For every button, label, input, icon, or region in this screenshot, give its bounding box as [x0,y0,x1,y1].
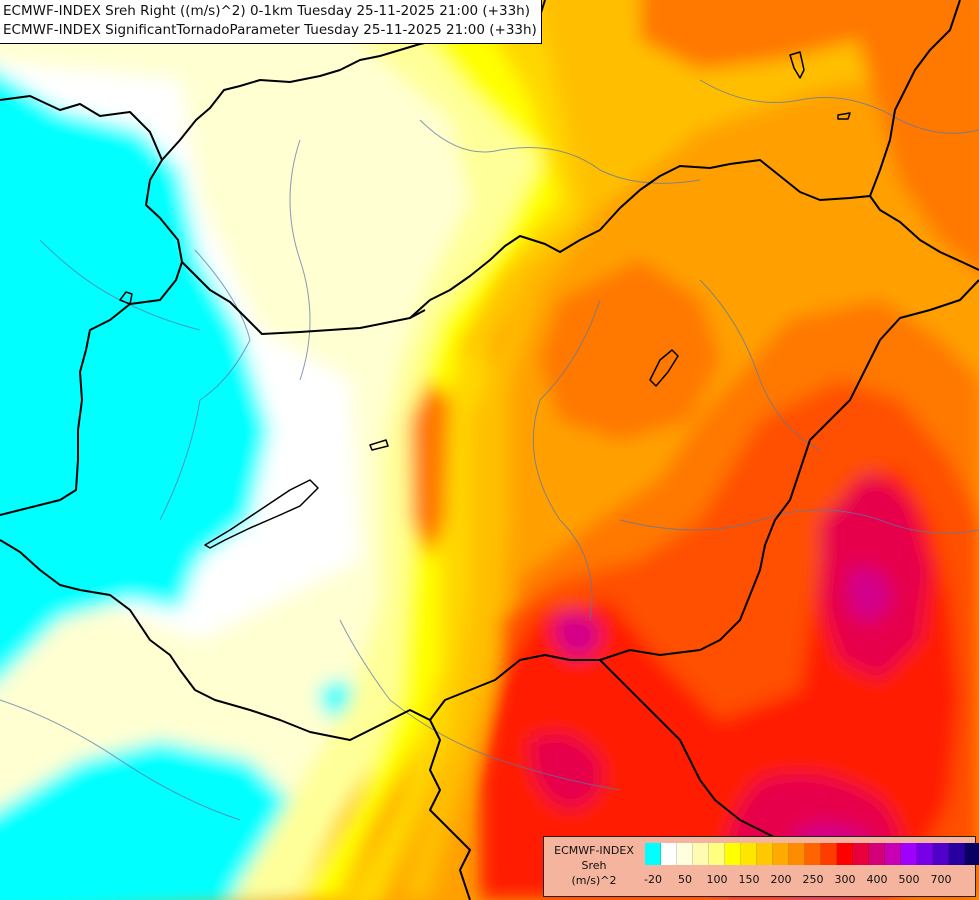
border-west-lake [204,479,319,549]
border-north-blob [789,51,805,79]
legend-swatch [757,843,773,865]
border-east [429,279,979,721]
field-cyan-southwest [0,740,310,900]
field-dark-orange-strip [410,380,450,560]
legend-swatch [677,843,693,865]
legend-swatch [821,843,837,865]
legend-swatch [853,843,869,865]
field-cyan-west [0,72,270,680]
legend-swatch [693,843,709,865]
river-west [159,249,251,521]
legend-title-line-3: (m/s)^2 [571,874,617,887]
field-crimson-south [530,733,602,810]
legend-tick-label: 250 [802,873,824,886]
border-northeast [869,0,961,197]
river-north [419,119,701,184]
legend-tick-label: 500 [898,873,920,886]
border-south [599,659,781,841]
legend-swatch [901,843,917,865]
river-central [289,139,311,381]
legend-swatch [773,843,789,865]
legend-swatch [885,843,901,865]
legend-tick-labels: -20 50 100 150 200 250 300 400 500 700 [644,873,969,889]
map-title-line-2: ECMWF-INDEX SignificantTornadoParameter … [3,22,537,38]
legend-tick-label: 700 [930,873,952,886]
field-magenta-core [847,567,890,622]
field-dark-orange-central [540,260,720,440]
river-northeast [699,79,979,134]
border-southwest [0,539,471,900]
legend-tick-label: -20 [644,873,662,886]
legend-swatch [725,843,741,865]
legend-swatch [917,843,933,865]
legend-tick-label: 200 [770,873,792,886]
border-north-small [837,112,851,120]
river-east2 [699,279,821,451]
border-lake-small [369,439,389,451]
field-dark-orange-top [640,0,860,70]
legend-swatch [645,843,661,865]
legend-tick-label: 150 [738,873,760,886]
legend-title-line-1: ECMWF-INDEX [554,844,634,857]
legend-swatch [933,843,949,865]
border-east-lake [649,349,679,387]
legend-tick-label: 300 [834,873,856,886]
border-hungary [409,159,979,319]
legend-color-bar [645,843,979,865]
border-northwest [0,95,426,335]
river-southeast [619,509,979,534]
legend-swatch [789,843,805,865]
legend-swatch [709,843,725,865]
field-magenta-south [554,612,600,658]
river-east [532,299,601,621]
legend-swatch [869,843,885,865]
legend-tick-label: 100 [706,873,728,886]
border-inner-west [0,261,183,516]
legend-swatch [741,843,757,865]
river-south [339,619,621,791]
river-southwest [0,699,241,821]
map-title-line-1: ECMWF-INDEX Sreh Right ((m/s)^2) 0-1km T… [3,3,530,19]
legend-swatch [837,843,853,865]
legend: ECMWF-INDEX Sreh (m/s)^2 -20 50 100 150 200 2… [543,836,979,897]
legend-tick-label: 400 [866,873,888,886]
border-west-island [119,291,133,305]
legend-title-line-2: Sreh [581,859,607,872]
legend-title: ECMWF-INDEX Sreh (m/s)^2 [548,843,640,888]
legend-swatch [661,843,677,865]
field-dark-orange-northeast [860,0,979,272]
legend-swatch [805,843,821,865]
legend-tick-label: 50 [678,873,692,886]
map-title-box: ECMWF-INDEX Sreh Right ((m/s)^2) 0-1km T… [0,0,542,44]
legend-swatch [965,843,979,865]
legend-swatch [949,843,965,865]
